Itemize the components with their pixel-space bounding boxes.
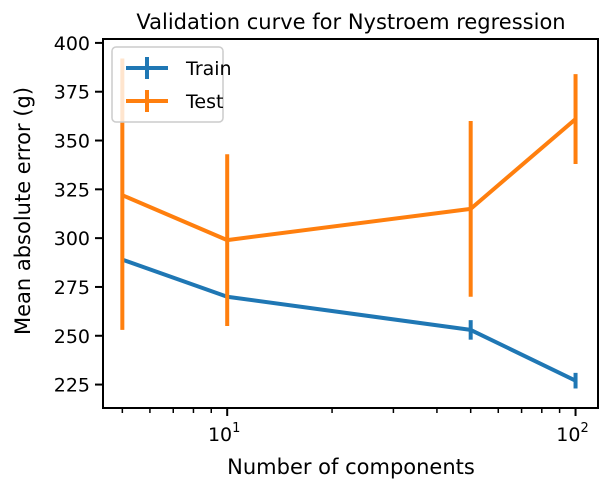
y-tick-label: 350 bbox=[54, 131, 90, 153]
legend-frame bbox=[111, 46, 224, 123]
legend-label-train: Train bbox=[185, 58, 232, 80]
legend: Train Test bbox=[111, 46, 232, 123]
y-tick-label: 375 bbox=[54, 82, 90, 104]
plot-frame bbox=[102, 38, 599, 409]
y-tick-label: 300 bbox=[54, 228, 90, 250]
y-tick-label: 225 bbox=[54, 375, 90, 397]
y-tick-label: 275 bbox=[54, 277, 90, 299]
x-tick-label: 102 bbox=[556, 421, 588, 446]
train-series-line bbox=[121, 257, 577, 383]
plot-area: 225 250 275 300 325 350 375 400 101 102 bbox=[54, 33, 589, 446]
legend-label-test: Test bbox=[185, 91, 223, 113]
chart-title: Validation curve for Nystroem regression bbox=[136, 10, 565, 34]
y-axis-label: Mean absolute error (g) bbox=[11, 87, 35, 335]
y-tick-label: 325 bbox=[54, 179, 90, 201]
x-tick-label: 101 bbox=[208, 421, 240, 446]
x-axis-label: Number of components bbox=[227, 455, 475, 479]
y-tick-label: 250 bbox=[54, 326, 90, 348]
test-series-line bbox=[121, 117, 577, 243]
y-tick-label: 400 bbox=[54, 33, 90, 55]
